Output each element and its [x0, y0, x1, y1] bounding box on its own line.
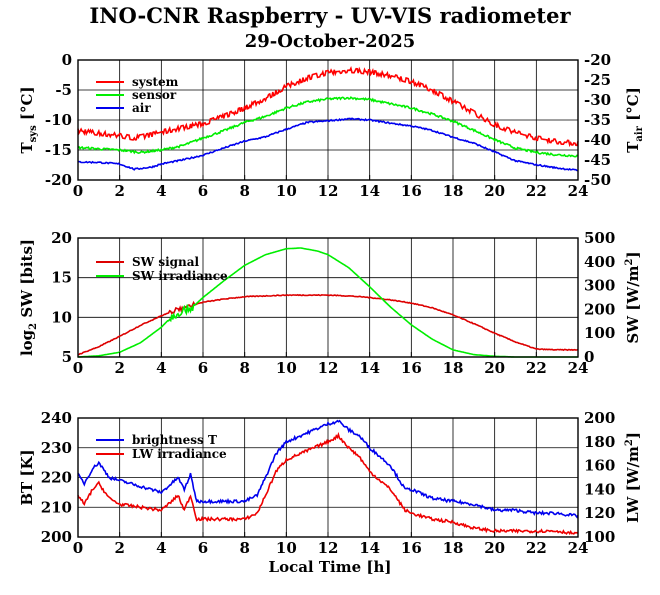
y-right-tick-label: 500	[584, 229, 615, 247]
x-tick-label: 22	[526, 359, 547, 377]
x-tick-label: 24	[568, 359, 589, 377]
y-left-axis-label: BT [K]	[18, 449, 36, 505]
y-left-tick-label: 240	[41, 409, 72, 427]
series-line-air	[77, 117, 579, 172]
x-tick-label: 18	[443, 359, 464, 377]
x-tick-label: 0	[73, 182, 83, 200]
legend-label: LW irradiance	[132, 447, 227, 461]
x-tick-label: 20	[484, 539, 505, 557]
y-right-tick-label: -40	[584, 131, 611, 149]
legend-label: sensor	[132, 88, 177, 102]
series-line-brightness-t	[77, 419, 579, 519]
x-tick-label: 14	[359, 182, 380, 200]
y-left-tick-label: -10	[45, 111, 72, 129]
x-axis-label: Local Time [h]	[269, 558, 392, 576]
x-tick-label: 8	[239, 182, 249, 200]
y-right-tick-label: 100	[584, 528, 615, 546]
x-tick-label: 22	[526, 182, 547, 200]
x-tick-label: 20	[484, 359, 505, 377]
x-tick-label: 2	[114, 359, 124, 377]
chart-title: INO-CNR Raspberry - UV-VIS radiometer	[89, 3, 571, 28]
x-tick-label: 4	[156, 182, 166, 200]
y-left-tick-label: 220	[41, 469, 72, 487]
y-left-tick-label: 210	[41, 498, 72, 516]
y-right-tick-label: -45	[584, 151, 611, 169]
legend-label: brightness T	[132, 433, 217, 447]
y-right-tick-label: 300	[584, 277, 615, 295]
y-right-tick-label: -20	[584, 51, 611, 69]
y-left-tick-label: -15	[45, 141, 72, 159]
x-tick-label: 24	[568, 182, 589, 200]
x-tick-label: 4	[156, 359, 166, 377]
x-tick-label: 22	[526, 539, 547, 557]
x-tick-label: 12	[318, 182, 339, 200]
y-left-tick-label: 20	[51, 229, 72, 247]
series-line-sensor	[77, 96, 579, 158]
legend-label: SW irradiance	[132, 269, 228, 283]
x-tick-label: 18	[443, 182, 464, 200]
x-tick-label: 10	[276, 359, 297, 377]
y-right-tick-label: 200	[584, 409, 615, 427]
y-left-tick-label: 10	[51, 308, 72, 326]
x-tick-label: 8	[239, 359, 249, 377]
x-tick-label: 4	[156, 539, 166, 557]
x-tick-label: 16	[401, 539, 422, 557]
x-tick-label: 6	[198, 539, 208, 557]
y-right-tick-label: 0	[584, 348, 594, 366]
series-line-system	[77, 66, 579, 148]
x-tick-label: 0	[73, 539, 83, 557]
y-right-tick-label: 120	[584, 504, 615, 522]
legend-label: system	[132, 75, 179, 89]
y-right-axis-label: LW [W/m2]	[624, 432, 642, 523]
x-tick-label: 14	[359, 359, 380, 377]
x-tick-label: 14	[359, 539, 380, 557]
y-right-axis-label: SW [W/m2]	[624, 251, 642, 343]
y-right-tick-label: 180	[584, 433, 615, 451]
y-right-tick-label: -25	[584, 71, 611, 89]
y-left-axis-label: Tsys [°C]	[18, 86, 39, 153]
y-left-axis-label: log2 SW [bits]	[18, 239, 39, 356]
y-left-tick-label: 200	[41, 528, 72, 546]
x-tick-label: 12	[318, 539, 339, 557]
x-tick-label: 12	[318, 359, 339, 377]
x-tick-label: 16	[401, 182, 422, 200]
series-line-sw-signal	[77, 293, 579, 356]
x-tick-label: 16	[401, 359, 422, 377]
y-left-tick-label: -20	[45, 171, 72, 189]
y-left-tick-label: 230	[41, 439, 72, 457]
y-right-tick-label: 200	[584, 300, 615, 318]
y-right-tick-label: 400	[584, 253, 615, 271]
y-left-tick-label: 15	[51, 269, 72, 287]
x-tick-label: 18	[443, 539, 464, 557]
y-right-tick-label: -30	[584, 91, 611, 109]
legend-label: SW signal	[132, 255, 200, 269]
y-left-tick-label: -5	[55, 81, 72, 99]
x-tick-label: 6	[198, 359, 208, 377]
x-tick-label: 2	[114, 539, 124, 557]
y-right-tick-label: 160	[584, 457, 615, 475]
x-tick-label: 2	[114, 182, 124, 200]
series-line-lw-irradiance	[77, 431, 579, 536]
x-tick-label: 8	[239, 539, 249, 557]
y-right-tick-label: -35	[584, 111, 611, 129]
y-right-axis-label: Tair [°C]	[624, 87, 645, 153]
x-tick-label: 6	[198, 182, 208, 200]
y-right-tick-label: -50	[584, 171, 611, 189]
x-tick-label: 24	[568, 539, 589, 557]
chart-subtitle: 29-October-2025	[244, 31, 416, 52]
x-tick-label: 10	[276, 539, 297, 557]
y-right-tick-label: 100	[584, 324, 615, 342]
x-tick-label: 10	[276, 182, 297, 200]
y-left-tick-label: 5	[62, 348, 72, 366]
y-left-tick-label: 0	[62, 51, 72, 69]
x-tick-label: 0	[73, 359, 83, 377]
y-right-tick-label: 140	[584, 480, 615, 498]
legend-label: air	[132, 101, 151, 115]
x-tick-label: 20	[484, 182, 505, 200]
